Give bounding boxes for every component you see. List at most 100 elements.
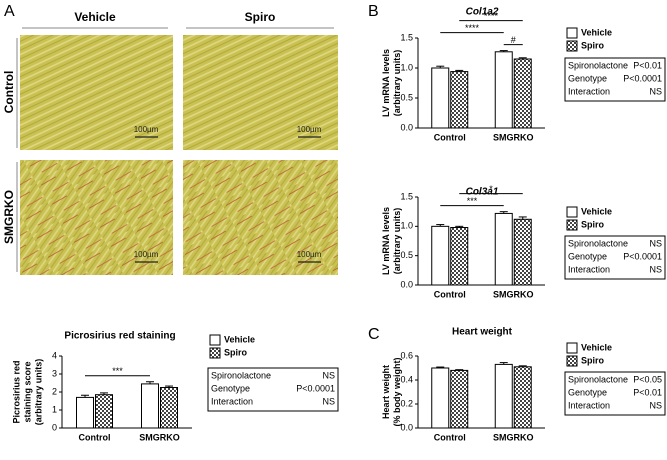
panel-label: A <box>4 3 15 20</box>
y-tick-label: 1.5 <box>400 191 413 201</box>
bar <box>494 363 513 429</box>
x-tick-label: Control <box>434 432 466 442</box>
bar <box>450 369 469 429</box>
legend-swatch <box>566 40 578 52</box>
bar <box>513 58 532 129</box>
y-tick-label: 0.4 <box>400 374 413 384</box>
stats-value: P<0.0001 <box>623 251 662 261</box>
y-tick-label: 0.0 <box>400 122 413 132</box>
row-label: SMGRKO <box>2 190 16 244</box>
chart-title: Col1a2 <box>466 7 499 18</box>
legend-label: Vehicle <box>581 342 612 352</box>
y-tick-label: 3 <box>52 368 57 378</box>
y-tick-label: 1.5 <box>400 32 413 42</box>
y-axis-label: (% body weight) <box>392 358 402 427</box>
x-tick-label: SMGRKO <box>493 132 534 142</box>
stats-term: Genotype <box>568 387 607 397</box>
stats-term: Spironolactone <box>568 238 628 248</box>
scale-bar-label: 100µm <box>134 250 159 259</box>
y-axis-label: (arbitrary units) <box>392 208 402 275</box>
y-axis-label: Heart weight <box>381 365 391 419</box>
stats-value: P<0.0001 <box>296 383 335 393</box>
y-tick-label: 2 <box>52 386 57 396</box>
bar <box>141 383 159 429</box>
stats-value: P<0.01 <box>633 387 662 397</box>
y-axis-label: LV mRNA levels <box>381 49 391 117</box>
y-tick-label: 4 <box>52 350 57 360</box>
column-label: Vehicle <box>74 10 116 24</box>
stats-box <box>564 371 666 416</box>
y-tick-label: 0 <box>52 422 57 432</box>
stats-term: Spironolactone <box>568 374 628 384</box>
bar <box>513 218 532 286</box>
stats-value: NS <box>649 264 662 274</box>
chart-title: Picrosirius red staining <box>64 331 175 342</box>
y-axis-label: Picrosirius red <box>11 360 21 423</box>
stats-value: NS <box>649 86 662 96</box>
legend-swatch <box>566 342 578 354</box>
stats-term: Spironolactone <box>568 60 628 70</box>
significance-label: *** <box>467 196 478 206</box>
stats-term: Interaction <box>568 264 610 274</box>
significance-label: *** <box>112 366 123 376</box>
stats-value: P<0.0001 <box>623 73 662 83</box>
legend-swatch <box>566 206 578 218</box>
y-axis-label: (arbitrary units) <box>33 359 43 426</box>
bar <box>76 396 94 429</box>
legend-swatch <box>209 347 221 359</box>
micrograph <box>20 160 173 275</box>
stats-box <box>564 235 666 280</box>
micrograph <box>183 35 338 150</box>
x-tick-label: Control <box>434 132 466 142</box>
y-tick-label: 0.5 <box>400 92 413 102</box>
y-axis-label: LV mRNA levels <box>381 207 391 275</box>
bar <box>431 367 450 429</box>
y-tick-label: 0.0 <box>400 279 413 289</box>
scale-bar-label: 100µm <box>297 250 322 259</box>
panel-label: B <box>368 3 379 20</box>
x-tick-label: SMGRKO <box>493 432 534 442</box>
legend-label: Spiro <box>581 219 605 229</box>
x-tick-label: SMGRKO <box>139 432 180 442</box>
bar <box>431 225 450 286</box>
bar <box>431 67 450 129</box>
stats-term: Interaction <box>568 400 610 410</box>
legend-label: Vehicle <box>581 27 612 37</box>
micrograph <box>20 35 173 150</box>
bar <box>450 227 469 286</box>
significance-label: * <box>489 184 493 194</box>
x-tick-label: Control <box>79 432 111 442</box>
legend-swatch <box>566 27 578 39</box>
legend-label: Spiro <box>581 40 605 50</box>
legend-label: Spiro <box>224 347 248 357</box>
stats-term: Genotype <box>568 251 607 261</box>
stats-term: Interaction <box>211 396 253 406</box>
x-tick-label: Control <box>434 289 466 299</box>
significance-label: **** <box>465 23 480 33</box>
stats-term: Interaction <box>568 86 610 96</box>
legend-label: Vehicle <box>581 206 612 216</box>
y-tick-label: 1.0 <box>400 221 413 231</box>
scale-bar-label: 100µm <box>134 125 159 134</box>
y-tick-label: 0.0 <box>400 422 413 432</box>
stats-term: Genotype <box>211 383 250 393</box>
stats-box <box>207 367 339 412</box>
bar <box>494 51 513 129</box>
row-label: Control <box>2 71 16 114</box>
scale-bars <box>135 136 321 263</box>
y-tick-label: 1 <box>52 404 57 414</box>
micrograph <box>183 160 338 275</box>
stats-value: P<0.01 <box>633 60 662 70</box>
stats-value: NS <box>649 238 662 248</box>
stats-term: Genotype <box>568 73 607 83</box>
stats-term: Spironolactone <box>211 370 271 380</box>
y-tick-label: 1.0 <box>400 62 413 72</box>
legend-swatch <box>566 355 578 367</box>
scale-bar-label: 100µm <box>297 125 322 134</box>
chart-title: Col3a1 <box>466 187 499 198</box>
y-tick-label: 0.2 <box>400 398 413 408</box>
legend-swatch <box>209 334 221 346</box>
bar <box>494 212 513 286</box>
legend-label: Vehicle <box>224 334 255 344</box>
